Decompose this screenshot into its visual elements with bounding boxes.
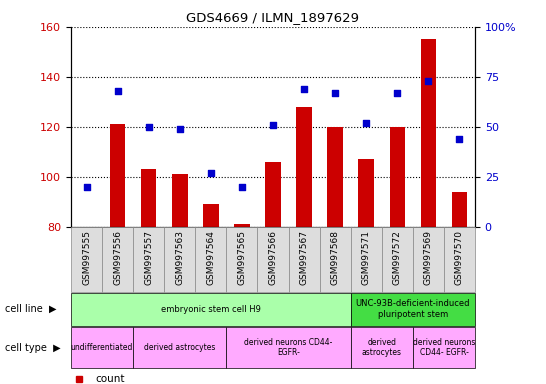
Bar: [203, 204, 218, 227]
Point: [455, 136, 464, 142]
Bar: [172, 174, 187, 227]
Text: cell type  ▶: cell type ▶: [5, 343, 61, 353]
Bar: [234, 224, 250, 227]
Text: GSM997564: GSM997564: [206, 230, 215, 285]
Bar: [227, 227, 258, 292]
Bar: [164, 227, 195, 292]
Text: GSM997557: GSM997557: [144, 230, 153, 285]
Point: [238, 184, 246, 190]
Text: undifferentiated: undifferentiated: [71, 343, 133, 352]
Bar: [359, 159, 374, 227]
Bar: [141, 169, 157, 227]
Bar: [288, 227, 319, 292]
Bar: [389, 127, 405, 227]
Text: GSM997563: GSM997563: [175, 230, 184, 285]
Point: [269, 122, 277, 128]
Text: GSM997571: GSM997571: [362, 230, 371, 285]
Point: [206, 170, 215, 176]
Text: GSM997569: GSM997569: [424, 230, 433, 285]
Text: GSM997556: GSM997556: [113, 230, 122, 285]
Text: derived neurons
CD44- EGFR-: derived neurons CD44- EGFR-: [413, 338, 475, 357]
Bar: [420, 39, 436, 227]
Point: [424, 78, 433, 84]
Bar: [102, 227, 133, 292]
Text: GSM997568: GSM997568: [331, 230, 340, 285]
Point: [113, 88, 122, 94]
Bar: [71, 293, 351, 326]
Point: [82, 184, 91, 190]
Bar: [227, 327, 351, 368]
Bar: [133, 327, 227, 368]
Bar: [195, 227, 227, 292]
Text: embryonic stem cell H9: embryonic stem cell H9: [161, 305, 261, 314]
Bar: [296, 107, 312, 227]
Bar: [351, 227, 382, 292]
Bar: [258, 227, 288, 292]
Bar: [351, 327, 413, 368]
Point: [300, 86, 308, 92]
Bar: [265, 162, 281, 227]
Point: [362, 120, 371, 126]
Text: cell line  ▶: cell line ▶: [5, 304, 57, 314]
Point: [331, 90, 340, 96]
Bar: [110, 124, 126, 227]
Text: GSM997570: GSM997570: [455, 230, 464, 285]
Text: GSM997567: GSM997567: [300, 230, 308, 285]
Text: UNC-93B-deficient-induced
pluripotent stem: UNC-93B-deficient-induced pluripotent st…: [355, 300, 470, 319]
Bar: [351, 293, 475, 326]
Bar: [328, 127, 343, 227]
Text: GSM997555: GSM997555: [82, 230, 91, 285]
Bar: [71, 327, 133, 368]
Bar: [133, 227, 164, 292]
Text: derived neurons CD44-
EGFR-: derived neurons CD44- EGFR-: [245, 338, 333, 357]
Point: [144, 124, 153, 130]
Bar: [413, 327, 475, 368]
Text: GSM997572: GSM997572: [393, 230, 402, 285]
Bar: [444, 227, 475, 292]
Bar: [319, 227, 351, 292]
Bar: [382, 227, 413, 292]
Text: GSM997565: GSM997565: [238, 230, 246, 285]
Text: derived astrocytes: derived astrocytes: [144, 343, 216, 352]
Text: derived
astrocytes: derived astrocytes: [362, 338, 402, 357]
Point: [175, 126, 184, 132]
Point: [393, 90, 402, 96]
Bar: [452, 192, 467, 227]
Bar: [413, 227, 444, 292]
Text: count: count: [95, 374, 124, 384]
Title: GDS4669 / ILMN_1897629: GDS4669 / ILMN_1897629: [187, 11, 359, 24]
Text: GSM997566: GSM997566: [269, 230, 277, 285]
Bar: [71, 227, 102, 292]
